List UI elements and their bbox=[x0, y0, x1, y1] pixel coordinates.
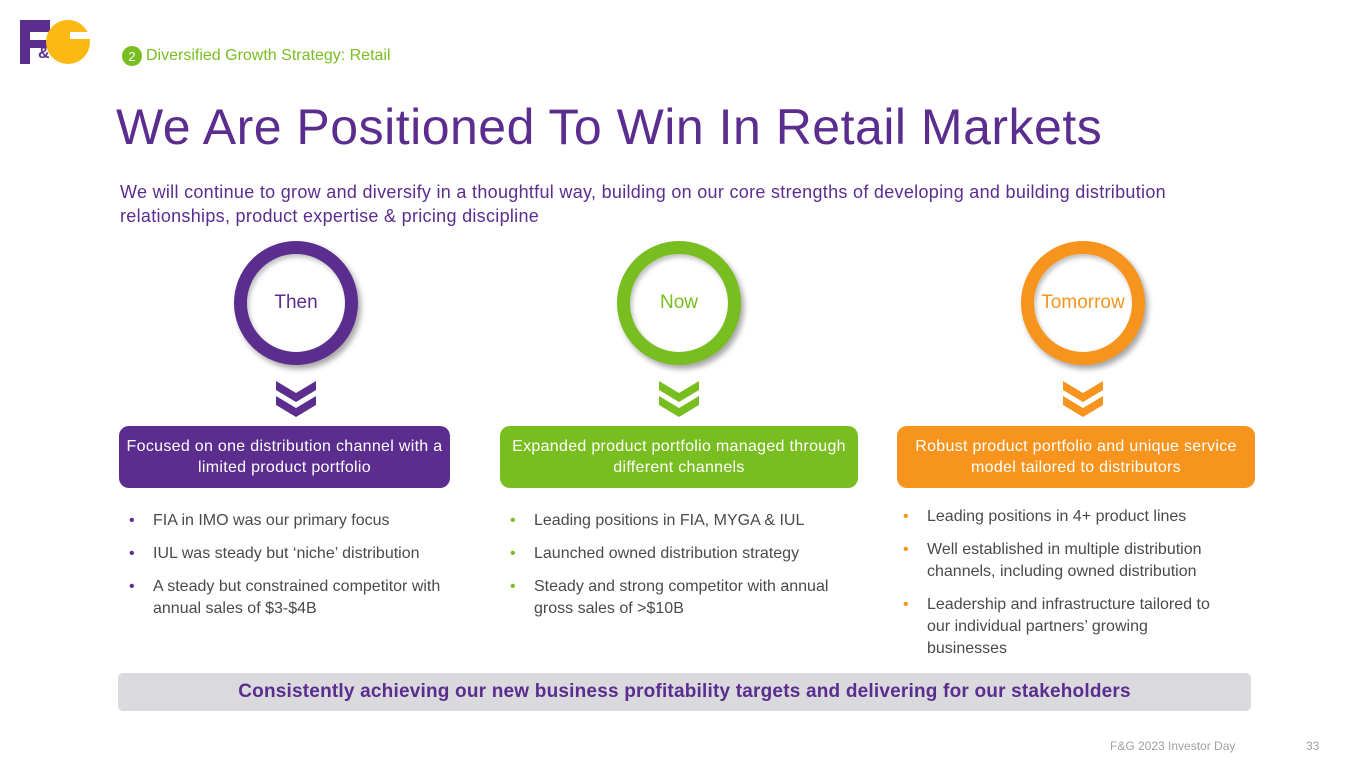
footer-event: F&G 2023 Investor Day bbox=[1110, 739, 1236, 753]
banner: Consistently achieving our new business … bbox=[118, 673, 1251, 711]
circle-label: Tomorrow bbox=[1041, 292, 1125, 313]
double-chevron-down-icon bbox=[659, 381, 699, 417]
summary-box: Focused on one distribution channel with… bbox=[119, 426, 450, 488]
bullet-item: Launched owned distribution strategy bbox=[500, 543, 830, 565]
page-title: We Are Positioned To Win In Retail Marke… bbox=[116, 99, 1103, 155]
bullet-item: Leading positions in 4+ product lines bbox=[893, 506, 1223, 528]
summary-box: Expanded product portfolio managed throu… bbox=[500, 426, 858, 488]
circle-then: Then bbox=[234, 241, 358, 365]
double-chevron-down-icon bbox=[276, 381, 316, 417]
svg-text:&: & bbox=[38, 45, 50, 62]
summary-box: Robust product portfolio and unique serv… bbox=[897, 426, 1255, 488]
circle-label: Now bbox=[659, 292, 698, 313]
bullet-item: Well established in multiple distributio… bbox=[893, 539, 1223, 583]
bullet-list: FIA in IMO was our primary focus IUL was … bbox=[119, 510, 449, 631]
bullet-item: FIA in IMO was our primary focus bbox=[119, 510, 449, 532]
circle-tomorrow: Tomorrow bbox=[1021, 241, 1145, 365]
circle-now: Now bbox=[617, 241, 741, 365]
bullet-item: IUL was steady but ‘niche’ distribution bbox=[119, 543, 449, 565]
bullet-list: Leading positions in 4+ product lines Wel… bbox=[893, 506, 1223, 671]
bullet-list: Leading positions in FIA, MYGA & IUL Laun… bbox=[500, 510, 830, 631]
bullet-item: A steady but constrained competitor with… bbox=[119, 576, 449, 620]
bullet-item: Leadership and infrastructure tailored t… bbox=[893, 594, 1223, 660]
page-number: 33 bbox=[1306, 739, 1320, 753]
fg-logo: & bbox=[20, 20, 90, 64]
double-chevron-down-icon bbox=[1063, 381, 1103, 417]
subtitle: We will continue to grow and diversify i… bbox=[120, 182, 1166, 226]
section-label: 2 Diversified Growth Strategy: Retail bbox=[122, 46, 391, 66]
section-title: Diversified Growth Strategy: Retail bbox=[146, 47, 391, 64]
bullet-item: Steady and strong competitor with annual… bbox=[500, 576, 830, 620]
bullet-item: Leading positions in FIA, MYGA & IUL bbox=[500, 510, 830, 532]
section-number: 2 bbox=[122, 46, 142, 66]
circle-label: Then bbox=[274, 292, 318, 313]
